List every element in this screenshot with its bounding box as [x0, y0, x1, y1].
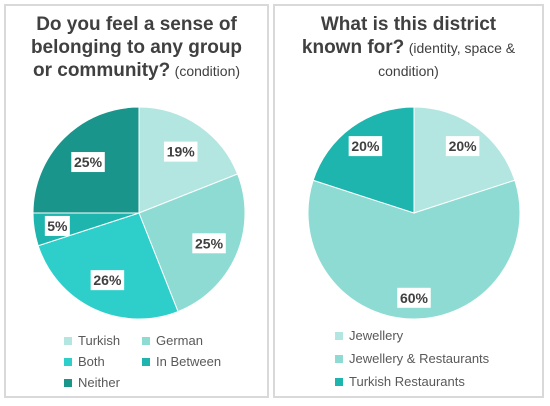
right-title-note: (identity, space & condition)	[378, 40, 516, 79]
legend-item-neither: Neither	[64, 375, 120, 390]
right-chart-title: What is this district known for? (identi…	[275, 14, 542, 83]
left-title-main: Do you feel a sense of belonging to any …	[30, 14, 243, 81]
legend-item-jewellery-and-restaurants: Jewellery & Restaurants	[335, 351, 489, 366]
svg-text:19%: 19%	[167, 144, 196, 160]
legend-label: Turkish Restaurants	[349, 374, 465, 389]
left-chart-title: Do you feel a sense of belonging to any …	[6, 14, 267, 83]
left-title-note: (condition)	[174, 63, 241, 79]
svg-text:5%: 5%	[47, 218, 68, 234]
legend-swatch	[335, 377, 343, 386]
svg-text:26%: 26%	[93, 272, 122, 288]
slice-german	[138, 173, 246, 313]
left-chart-panel: Do you feel a sense of belonging to any …	[4, 4, 269, 398]
legend-item-jewellery: Jewellery	[335, 328, 403, 343]
legend-item-german: German	[142, 333, 203, 348]
legend-label: Jewellery & Restaurants	[349, 351, 490, 366]
slice-turkish-restaurants	[312, 106, 415, 214]
legend-swatch	[335, 331, 343, 340]
svg-text:60%: 60%	[400, 290, 429, 306]
district-pie-chart: 20% 60% 20%	[307, 106, 521, 320]
data-label-jewellery-and-restaurants: 60%	[397, 287, 431, 308]
data-label-turkish: 19%	[163, 141, 198, 162]
data-label-neither: 25%	[71, 152, 105, 173]
right-title-main: What is this district known for?	[301, 14, 497, 58]
legend-label: Turkish	[78, 333, 121, 348]
legend-label: Both	[78, 354, 105, 369]
legend-item-turkish-restaurants: Turkish Restaurants	[335, 374, 465, 389]
legend-swatch	[64, 336, 72, 345]
data-label-both: 26%	[90, 270, 125, 291]
slice-both	[37, 212, 179, 320]
legend-swatch	[64, 378, 72, 387]
legend-swatch	[142, 357, 150, 366]
legend-label: Jewellery	[349, 328, 404, 343]
legend-swatch	[335, 354, 343, 363]
belonging-pie-chart: 19% 25% 26% 5% 25%	[32, 106, 246, 320]
legend-item-both: Both	[64, 354, 105, 369]
legend-label: Neither	[78, 375, 120, 390]
legend-label: In Between	[156, 354, 222, 369]
data-label-turkish-restaurants: 20%	[348, 136, 383, 157]
legend-label: German	[156, 333, 203, 348]
svg-text:25%: 25%	[74, 154, 103, 170]
svg-text:20%: 20%	[449, 138, 478, 154]
legend-swatch	[142, 336, 150, 345]
legend-item-turkish: Turkish	[64, 333, 120, 348]
data-label-in-between: 5%	[44, 215, 70, 236]
legend-swatch	[64, 357, 72, 366]
legend-item-in-between: In Between	[142, 354, 221, 369]
data-label-jewellery: 20%	[445, 136, 480, 157]
slice-jewellery-and-restaurants	[307, 179, 521, 320]
right-chart-panel: What is this district known for? (identi…	[273, 4, 544, 398]
svg-text:20%: 20%	[351, 138, 380, 154]
slice-jewellery	[413, 106, 516, 214]
data-label-german: 25%	[192, 233, 226, 254]
svg-text:25%: 25%	[195, 235, 224, 251]
